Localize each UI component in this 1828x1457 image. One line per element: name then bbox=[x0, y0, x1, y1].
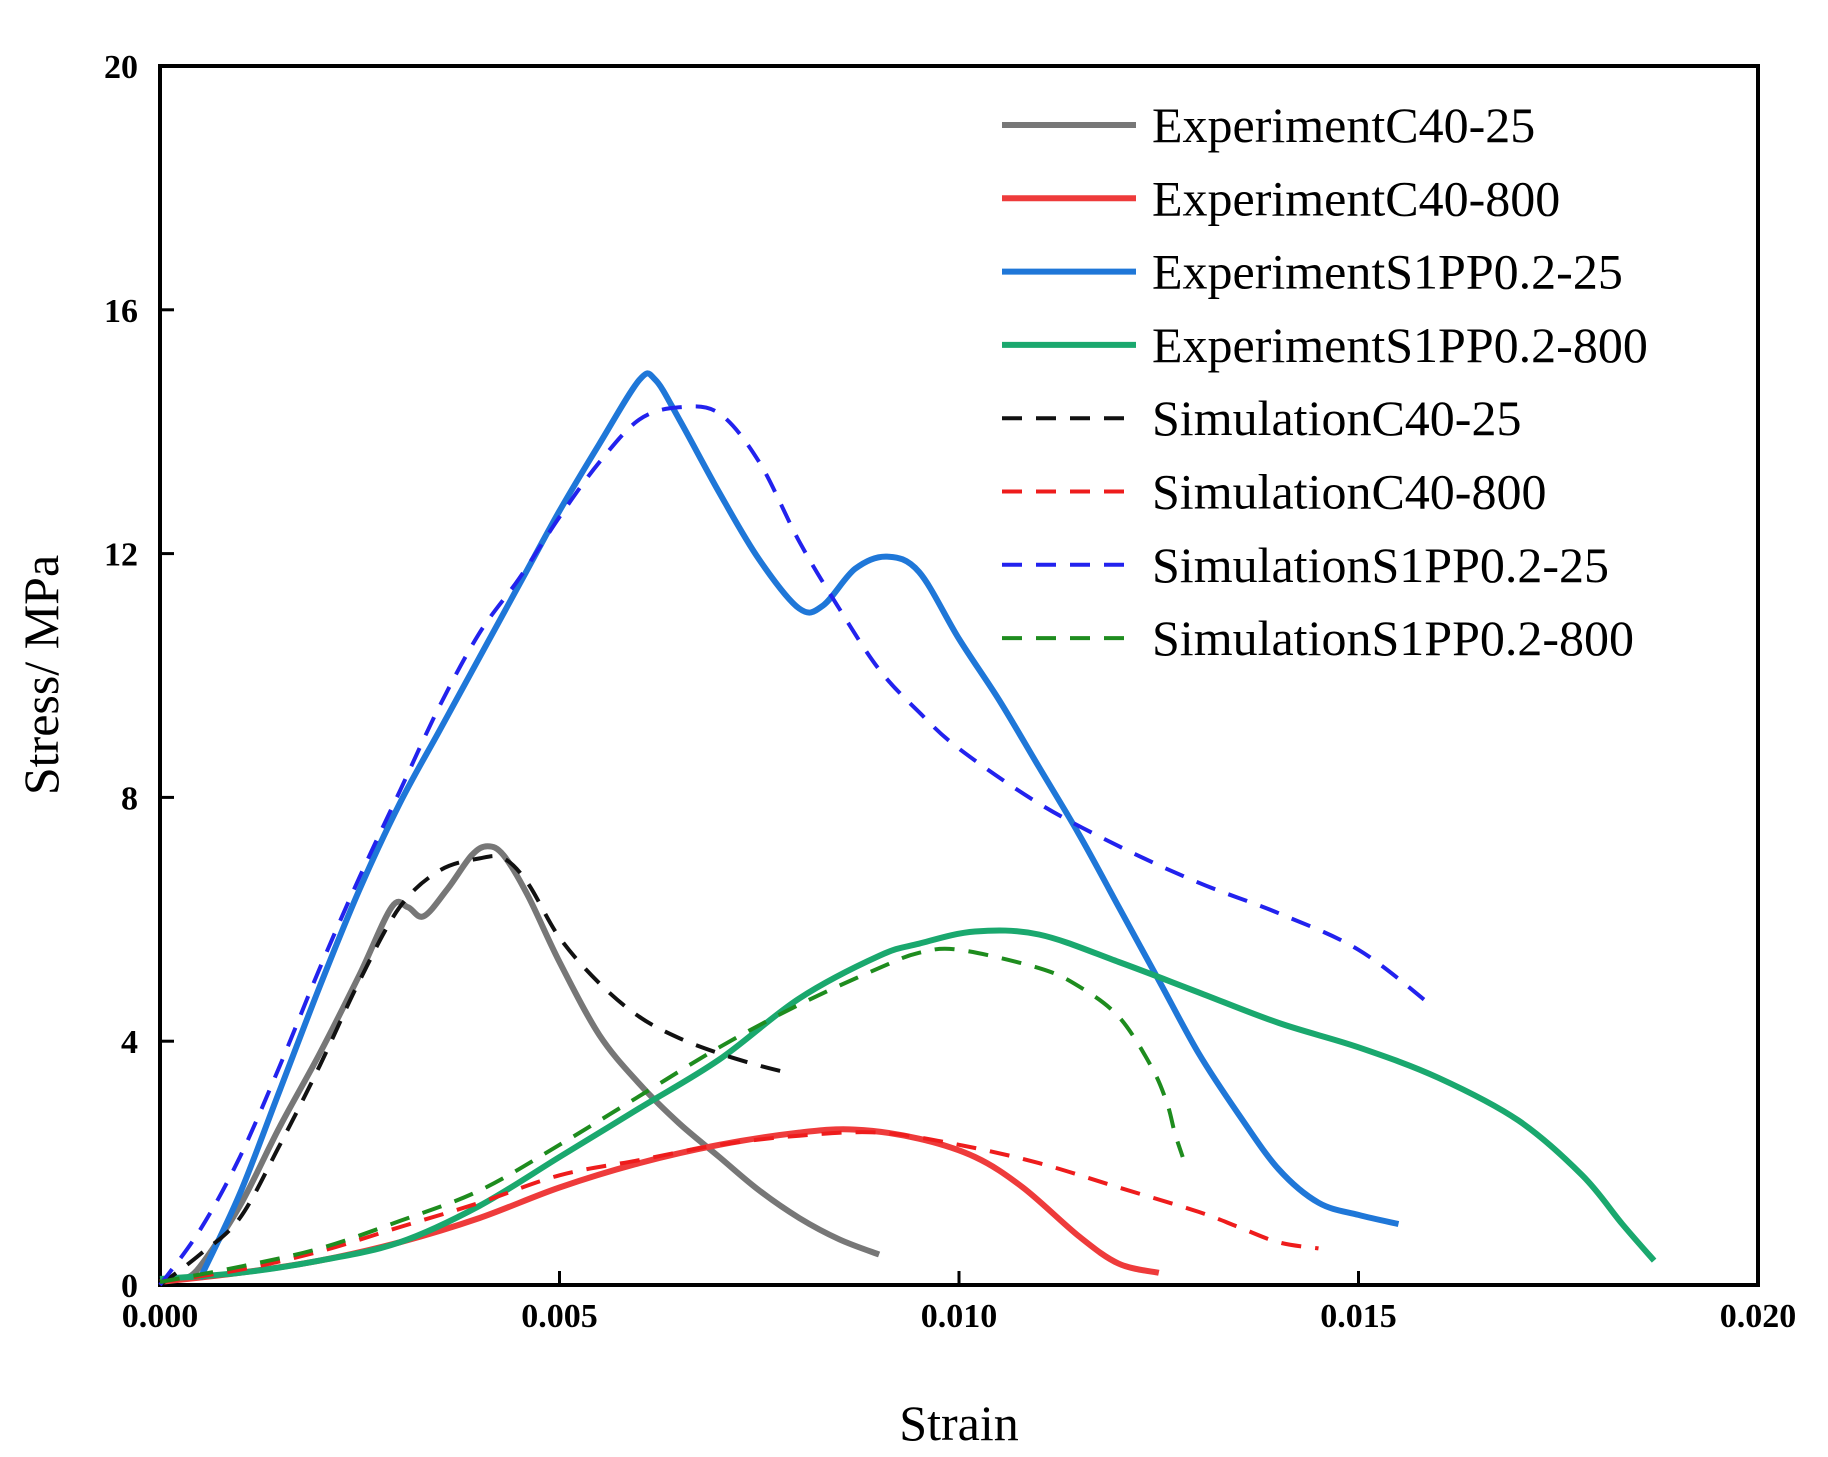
legend: ExperimentC40-25 ExperimentC40-800 Experim… bbox=[1002, 97, 1648, 666]
series-line-experimentc40-800 bbox=[159, 1126, 1160, 1285]
x-tick-label: 0.020 bbox=[1720, 1298, 1797, 1335]
legend-label-simulations1pp0-2-25: SimulationS1PP0.2-25 bbox=[1152, 537, 1609, 593]
y-tick-label: 8 bbox=[121, 780, 138, 817]
y-axis-title: Stress/ MPa bbox=[13, 555, 69, 795]
ticks-layer: 0.000 0.005 0.010 0.015 0.020 0 4 8 12 16 20 bbox=[104, 49, 1796, 1335]
x-axis-title: Strain bbox=[899, 1395, 1018, 1451]
series-line-experimentc40-25 bbox=[182, 843, 881, 1282]
legend-label-experimentc40-800: ExperimentC40-800 bbox=[1152, 170, 1560, 226]
y-tick-label: 0 bbox=[121, 1268, 138, 1305]
y-tick-label: 16 bbox=[104, 293, 138, 330]
y-tick-label: 12 bbox=[104, 537, 138, 574]
series-line-simulationc40-25 bbox=[158, 854, 784, 1287]
series-line-simulationc40-800 bbox=[159, 1130, 1319, 1284]
series-line-experiments1pp0-2-800 bbox=[159, 927, 1657, 1282]
series-layer bbox=[158, 370, 1657, 1287]
x-tick-label: 0.000 bbox=[122, 1298, 199, 1335]
y-tick-label: 20 bbox=[104, 49, 138, 86]
legend-label-experiments1pp0-2-800: ExperimentS1PP0.2-800 bbox=[1152, 317, 1648, 373]
series-line-experiments1pp0-2-25 bbox=[197, 370, 1400, 1281]
legend-label-experiments1pp0-2-25: ExperimentS1PP0.2-25 bbox=[1152, 244, 1623, 300]
series-line-simulations1pp0-2-25 bbox=[158, 404, 1432, 1287]
legend-label-simulations1pp0-2-800: SimulationS1PP0.2-800 bbox=[1152, 610, 1634, 666]
y-tick-label: 4 bbox=[121, 1024, 138, 1061]
x-tick-label: 0.010 bbox=[921, 1298, 998, 1335]
series-line-simulations1pp0-2-800 bbox=[159, 946, 1185, 1284]
legend-label-simulationc40-25: SimulationC40-25 bbox=[1152, 390, 1521, 446]
x-tick-label: 0.015 bbox=[1320, 1298, 1397, 1335]
legend-label-simulationc40-800: SimulationC40-800 bbox=[1152, 464, 1546, 520]
x-tick-label: 0.005 bbox=[521, 1298, 598, 1335]
legend-label-experimentc40-25: ExperimentC40-25 bbox=[1152, 97, 1535, 153]
